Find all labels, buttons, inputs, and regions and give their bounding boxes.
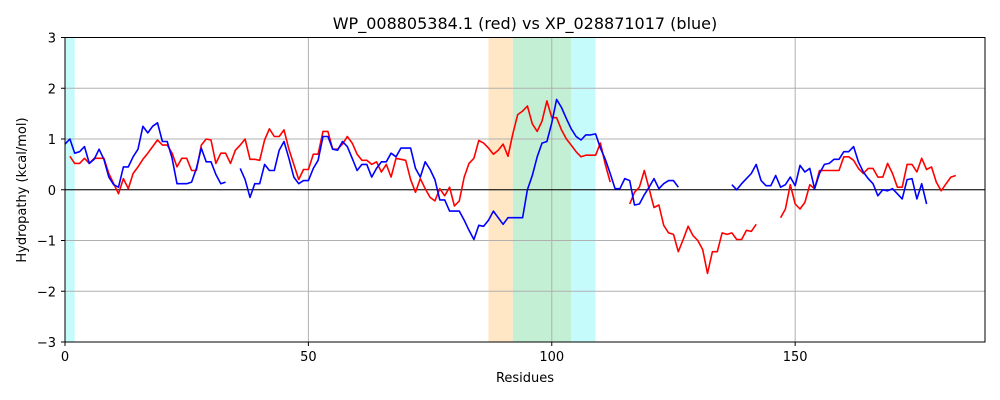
y-axis-label: Hydropathy (kcal/mol): [15, 117, 30, 262]
x-tick-label-50: 50: [300, 350, 317, 365]
chart-title: WP_008805384.1 (red) vs XP_028871017 (bl…: [333, 14, 718, 34]
red-series-segment-2: [779, 156, 957, 219]
y-tick-label-1: 1: [48, 133, 56, 148]
blue-series-segment-0: [64, 122, 226, 188]
y-tick-label--2: −2: [37, 285, 56, 300]
y-tick-label-2: 2: [48, 82, 56, 97]
blue-series-segment-1: [239, 98, 679, 241]
x-tick-label-150: 150: [783, 350, 808, 365]
red-series-segment-1: [628, 169, 757, 275]
x-tick-label-0: 0: [61, 350, 69, 365]
series-lines: [64, 98, 957, 275]
y-tick-label-3: 3: [48, 32, 56, 47]
y-tick-label--3: −3: [37, 336, 56, 351]
x-axis-ticks: 0 50 100 150: [61, 342, 808, 365]
x-tick-label-100: 100: [539, 350, 564, 365]
blue-series-segment-2: [731, 145, 928, 205]
y-tick-label--1: −1: [37, 235, 56, 250]
y-tick-label-0: 0: [48, 184, 56, 199]
x-axis-label: Residues: [496, 371, 554, 386]
y-axis-ticks: −3 −2 −1 0 1 2 3: [37, 32, 65, 351]
